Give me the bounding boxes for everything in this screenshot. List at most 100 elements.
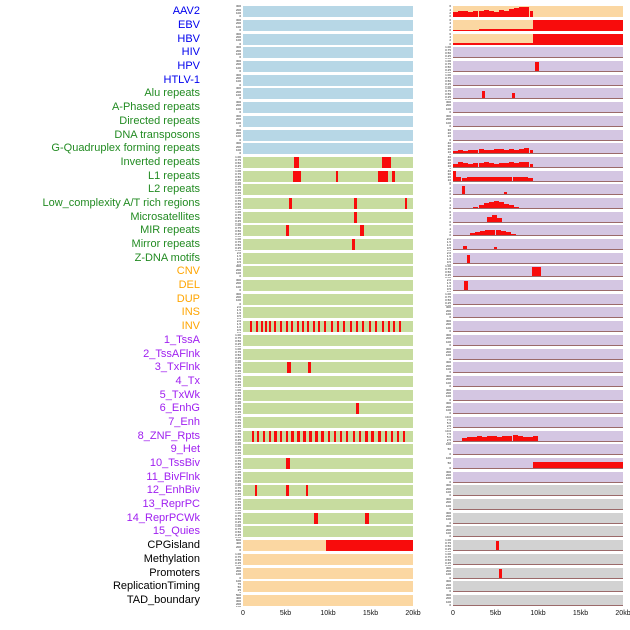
y-tick-label: 200 bbox=[235, 7, 241, 12]
y-tick-label: 2 bbox=[449, 199, 451, 204]
y-tick-label: 300 bbox=[235, 87, 241, 91]
signal-bar bbox=[404, 197, 408, 209]
signal-bar bbox=[365, 512, 369, 524]
baseline bbox=[453, 290, 623, 292]
signal-bar bbox=[473, 10, 479, 18]
signal-bar bbox=[478, 29, 533, 32]
y-tick-label: 200 bbox=[445, 349, 451, 354]
y-tick-label: 0 bbox=[449, 166, 451, 169]
track-row: MIR repeats 1.00 0.75 0.50 0.25 0.00 6 4 2 0 bbox=[3, 224, 630, 238]
right-track bbox=[453, 430, 623, 442]
signal-bar bbox=[291, 430, 294, 442]
left-track bbox=[243, 348, 413, 360]
signal-bar bbox=[262, 430, 265, 442]
y-tick-label: 1.00 bbox=[235, 415, 241, 419]
y-axis-ticks-left: 1.00 0.75 0.50 0.25 0.00 bbox=[205, 430, 243, 443]
y-axis-ticks-left: 1.00 0.75 0.50 0.25 0.00 bbox=[205, 170, 243, 183]
track-row: AAV2 300 200 100 0 6 4 2 0 bbox=[3, 5, 630, 19]
baseline bbox=[453, 413, 623, 415]
right-track bbox=[453, 88, 623, 100]
y-tick-label: 40 bbox=[447, 142, 451, 146]
signal-bar bbox=[514, 206, 520, 209]
baseline bbox=[453, 495, 623, 497]
right-track bbox=[453, 225, 623, 237]
track-row: A-Phased repeats 300 200 100 0 300 200 100 0 bbox=[3, 101, 630, 115]
baseline bbox=[453, 125, 623, 127]
y-tick-label: 50 bbox=[447, 461, 451, 466]
y-tick-label: 100 bbox=[445, 503, 451, 508]
y-tick-label: 0 bbox=[239, 14, 241, 19]
right-track bbox=[453, 594, 623, 606]
y-tick-label: 200 bbox=[235, 35, 241, 40]
row-label: Low_complexity A/T rich regions bbox=[42, 196, 200, 209]
signal-bar bbox=[333, 430, 337, 442]
track-row: HTLV-1 300 200 100 0 1.00 0.75 0.50 0.25 0.00 bbox=[3, 73, 630, 87]
signal-bar bbox=[487, 435, 493, 442]
left-track bbox=[243, 20, 413, 32]
signal-bar bbox=[356, 403, 360, 415]
baseline bbox=[453, 249, 623, 251]
y-axis-ticks-left: 1.00 0.75 0.50 0.25 0.00 bbox=[205, 238, 243, 251]
track-rows: AAV2 300 200 100 0 6 4 2 0 EBV 300 200 100 0 6 4 2 0 HBV 30… bbox=[3, 5, 630, 607]
signal-bar bbox=[476, 436, 482, 442]
right-track bbox=[453, 102, 623, 114]
y-tick-label: 300 bbox=[235, 292, 241, 296]
y-tick-label: 1.0 bbox=[446, 243, 451, 248]
row-label: HBV bbox=[177, 32, 200, 45]
y-axis-ticks-right: 10.0 7.5 5.0 2.5 0.0 bbox=[413, 416, 453, 429]
x-axis: 0 5kb 10kb 15kb 20kb 0 5kb 10kb 15kb 20kb bbox=[3, 609, 630, 621]
y-tick-label: 0.50 bbox=[445, 270, 451, 275]
y-tick-label: 0.50 bbox=[235, 434, 241, 439]
signal-bar bbox=[345, 430, 349, 442]
y-tick-label: 100 bbox=[445, 599, 451, 604]
y-tick-label: 0.75 bbox=[235, 404, 241, 409]
left-track bbox=[243, 252, 413, 264]
y-tick-label: 200 bbox=[445, 486, 451, 491]
y-tick-label: 0.25 bbox=[235, 396, 241, 401]
y-axis-ticks-left: 1.00 0.75 0.50 0.25 0.00 bbox=[205, 375, 243, 388]
y-tick-label: 0.50 bbox=[445, 92, 451, 97]
signal-bar bbox=[306, 321, 309, 333]
signal-bar bbox=[378, 170, 389, 182]
left-track bbox=[243, 512, 413, 524]
y-axis-ticks-right: 10.0 7.5 5.0 2.5 0.0 bbox=[413, 430, 453, 443]
y-tick-label: 100 bbox=[445, 457, 451, 461]
left-track bbox=[243, 225, 413, 237]
y-axis-ticks-left: 300 200 100 0 bbox=[205, 60, 243, 73]
signal-bar bbox=[390, 430, 394, 442]
signal-bar bbox=[249, 321, 252, 333]
y-tick-label: 0.50 bbox=[235, 215, 241, 220]
signal-bar bbox=[470, 233, 476, 237]
row-label: 8_ZNF_Rpts bbox=[137, 429, 200, 442]
signal-bar bbox=[522, 176, 528, 182]
signal-bar bbox=[352, 430, 356, 442]
baseline bbox=[453, 221, 623, 223]
left-track bbox=[243, 129, 413, 141]
y-axis-ticks-left: 300 200 100 0 bbox=[205, 115, 243, 128]
y-tick-label: 0 bbox=[449, 14, 451, 19]
x-tick-label: 15kb bbox=[572, 610, 589, 618]
right-track bbox=[453, 389, 623, 401]
y-tick-label: 0 bbox=[449, 123, 451, 128]
y-tick-label: 0.50 bbox=[235, 530, 241, 535]
left-track bbox=[243, 471, 413, 483]
signal-bar bbox=[314, 512, 318, 524]
left-track bbox=[243, 74, 413, 86]
left-track bbox=[243, 184, 413, 196]
y-tick-label: 0.5 bbox=[236, 328, 241, 333]
y-tick-label: 400 bbox=[235, 541, 241, 546]
baseline bbox=[453, 591, 623, 593]
y-axis-ticks-left: 1.00 0.75 0.50 0.25 0.00 bbox=[205, 402, 243, 415]
right-track bbox=[453, 47, 623, 59]
y-tick-label: 300 bbox=[235, 114, 241, 118]
track-row: DNA transposons 300 200 100 0 30 20 10 0 bbox=[3, 128, 630, 142]
y-tick-label: 0.75 bbox=[445, 75, 451, 80]
y-tick-label: 0.25 bbox=[235, 341, 241, 346]
y-tick-label: 300 bbox=[445, 361, 451, 365]
signal-bar bbox=[493, 11, 499, 18]
signal-bar bbox=[500, 231, 506, 237]
row-label: DEL bbox=[178, 279, 200, 292]
right-track bbox=[453, 375, 623, 387]
y-tick-label: 0.25 bbox=[445, 300, 451, 305]
